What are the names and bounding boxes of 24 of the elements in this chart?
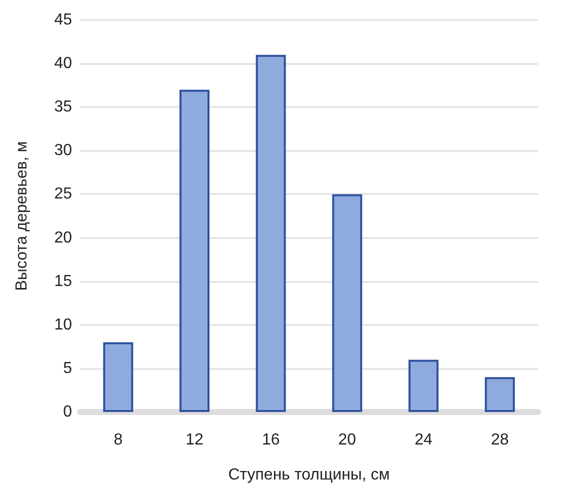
y-tick-label: 40 (54, 55, 72, 72)
y-tick-label: 10 (54, 316, 72, 334)
bar (408, 360, 438, 412)
y-tick-label: 45 (54, 12, 72, 28)
x-axis-title: Ступень толщины, см (228, 466, 390, 484)
bar (332, 194, 362, 412)
bar (103, 342, 134, 412)
x-tick-label: 12 (186, 432, 204, 448)
y-axis-title: Высота деревьев, м (14, 141, 30, 291)
x-tick-label: 16 (262, 432, 280, 448)
x-tick-label: 8 (114, 432, 123, 448)
x-tick-label: 20 (338, 432, 356, 448)
y-tick-label: 25 (54, 186, 72, 203)
x-tick-label: 28 (490, 432, 509, 448)
y-tick-label: 0 (63, 404, 72, 420)
y-tick-label: 30 (54, 142, 72, 160)
bar (256, 54, 286, 412)
y-tick-label: 35 (54, 98, 72, 116)
y-tick-label: 15 (54, 272, 72, 290)
y-tick-label: 5 (63, 360, 72, 377)
bar (180, 90, 210, 412)
x-tick-label: 24 (414, 432, 432, 448)
y-tick-label: 20 (54, 229, 72, 246)
bar (484, 377, 515, 412)
